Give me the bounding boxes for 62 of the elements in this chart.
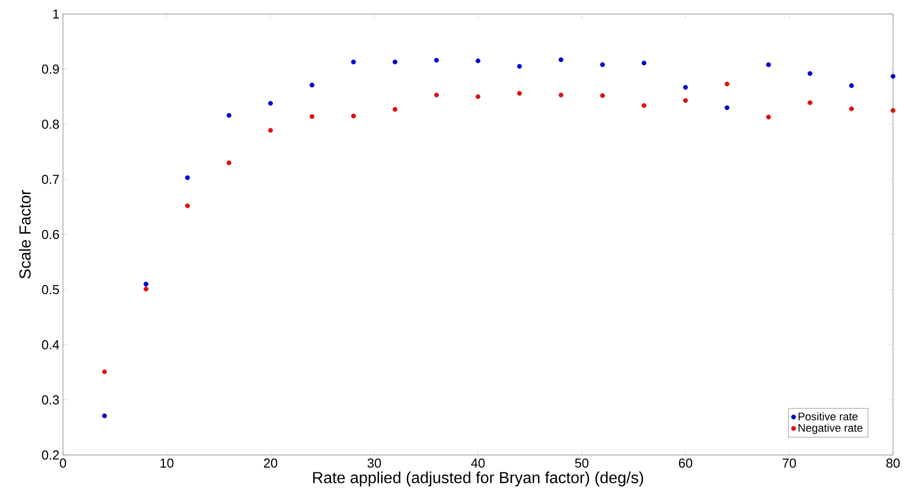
point bbox=[724, 82, 730, 86]
point bbox=[766, 62, 771, 68]
point bbox=[890, 74, 896, 79]
point bbox=[558, 57, 564, 62]
point bbox=[310, 114, 314, 119]
point bbox=[268, 100, 273, 106]
point bbox=[642, 60, 646, 66]
point bbox=[392, 106, 398, 112]
legend-label: Positive rate bbox=[798, 412, 858, 420]
point bbox=[683, 98, 688, 103]
x-axis-title: Rate applied (adjusted for Bryan factor) (deg/s) bbox=[313, 472, 644, 486]
point bbox=[849, 106, 854, 112]
x-tick-label: 70 bbox=[782, 458, 796, 468]
point bbox=[226, 160, 232, 166]
y-axis-title: Scale Factor bbox=[18, 190, 31, 279]
y-tick-label: 0.2 bbox=[42, 450, 59, 460]
point bbox=[849, 83, 854, 88]
x-tick-label: 40 bbox=[471, 458, 485, 468]
point bbox=[476, 58, 480, 64]
point bbox=[102, 413, 107, 418]
y-tick-label: 0.3 bbox=[42, 395, 59, 404]
x-tick-label: 60 bbox=[678, 458, 692, 468]
point bbox=[226, 113, 232, 118]
x-tick-label: 80 bbox=[886, 458, 900, 468]
point bbox=[766, 114, 771, 120]
y-tick-label: 0.6 bbox=[42, 230, 59, 240]
y-tick-label: 0.4 bbox=[42, 340, 60, 350]
point bbox=[476, 94, 480, 100]
point bbox=[310, 82, 314, 88]
x-tick-label: 10 bbox=[160, 458, 174, 468]
point bbox=[808, 100, 812, 106]
y-tick-label: 0.9 bbox=[42, 64, 59, 74]
point bbox=[434, 92, 439, 98]
x-tick-label: 30 bbox=[368, 458, 381, 468]
point bbox=[558, 92, 564, 98]
point bbox=[517, 90, 522, 96]
point bbox=[102, 369, 107, 374]
point bbox=[185, 203, 190, 208]
x-tick-label: 0 bbox=[60, 458, 66, 468]
y-tick-label: 0.7 bbox=[42, 174, 59, 184]
point bbox=[392, 60, 398, 64]
point bbox=[144, 286, 148, 292]
point bbox=[600, 93, 605, 98]
point bbox=[185, 175, 190, 180]
point bbox=[351, 60, 356, 64]
point bbox=[351, 114, 356, 118]
x-tick-label: 50 bbox=[575, 458, 588, 468]
point bbox=[434, 58, 439, 63]
y-tick-label: 0.8 bbox=[42, 120, 59, 129]
y-tick-label: 0.5 bbox=[42, 285, 59, 294]
legend-label: Negative rate bbox=[798, 424, 862, 434]
point bbox=[144, 282, 148, 287]
point bbox=[890, 108, 896, 113]
point bbox=[683, 84, 688, 90]
point bbox=[808, 71, 812, 76]
point bbox=[600, 62, 605, 68]
point bbox=[517, 64, 522, 69]
point bbox=[268, 128, 273, 133]
point bbox=[642, 103, 646, 108]
y-tick-label: 1 bbox=[53, 10, 59, 18]
x-tick-label: 20 bbox=[264, 458, 278, 468]
point bbox=[724, 105, 730, 110]
